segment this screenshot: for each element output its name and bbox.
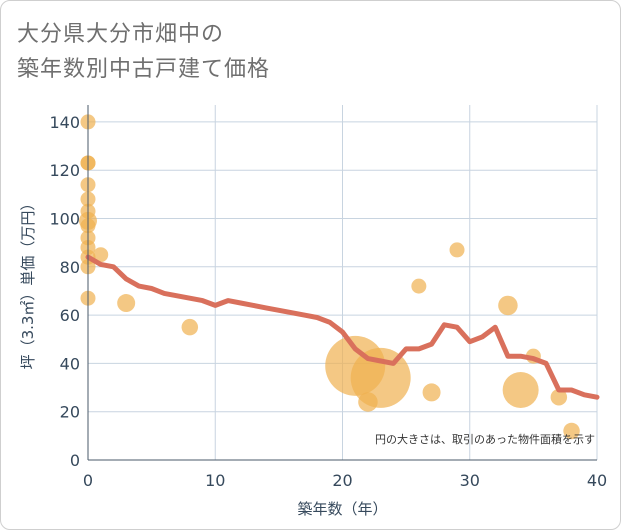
size-legend-note: 円の大きさは、取引のあった物件面積を示す xyxy=(375,432,595,446)
data-bubble xyxy=(422,383,441,402)
data-bubble xyxy=(498,295,518,316)
data-bubble xyxy=(449,242,465,258)
title-line-2: 築年数別中古戸建て価格 xyxy=(17,57,271,82)
y-tick-label: 120 xyxy=(49,161,80,180)
title-line-1: 大分県大分市畑中の xyxy=(17,22,225,47)
y-axis-label: 坪（3.3㎡）単価（万円） xyxy=(19,196,37,370)
x-tick-label: 10 xyxy=(205,471,225,490)
y-tick-label: 40 xyxy=(60,354,80,373)
x-tick-label: 0 xyxy=(83,471,93,490)
x-axis-label: 築年数（年） xyxy=(297,500,387,518)
data-bubble xyxy=(411,278,427,294)
data-bubble xyxy=(117,294,136,313)
chart-title: 大分県大分市畑中の 築年数別中古戸建て価格 xyxy=(17,17,270,87)
y-tick-label: 60 xyxy=(60,306,80,325)
y-tick-label: 100 xyxy=(49,210,80,229)
data-bubble xyxy=(550,388,568,406)
data-bubble xyxy=(93,247,109,263)
y-tick-label: 20 xyxy=(60,403,80,422)
trend-line xyxy=(85,254,600,400)
y-tick-label: 0 xyxy=(70,451,80,470)
data-bubble xyxy=(563,422,580,440)
grid xyxy=(88,105,598,460)
data-bubble xyxy=(502,371,539,408)
y-tick-label: 140 xyxy=(49,113,80,132)
bubbles xyxy=(79,114,580,440)
x-tick-label: 40 xyxy=(587,471,607,490)
x-tick-label: 20 xyxy=(332,471,352,490)
axes: 0 20 40 60 80 100 120 140 0 10 20 30 40 xyxy=(49,105,607,490)
y-tick-label: 80 xyxy=(60,258,80,277)
x-tick-label: 30 xyxy=(460,471,480,490)
data-bubble xyxy=(181,318,199,336)
